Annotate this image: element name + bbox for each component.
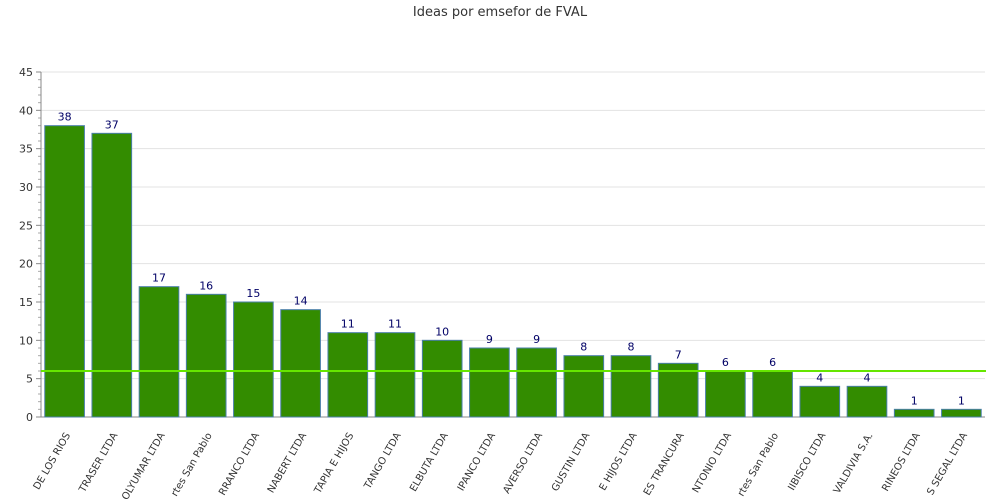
bar xyxy=(610,355,652,418)
x-tick-label: AVERSO LTDA xyxy=(501,431,545,496)
bar xyxy=(846,385,888,418)
x-tick-label: IIBISCO LTDA xyxy=(786,431,828,493)
x-tick-label: NABERT LTDA xyxy=(266,431,309,495)
data-label: 17 xyxy=(152,272,166,285)
x-tick-label: rtes San Pablo xyxy=(736,431,781,498)
x-tick-label: TAPIA E HIJOS xyxy=(312,431,356,497)
x-tick-label: GUSTIN LTDA xyxy=(550,431,593,494)
x-tick-label: S SEGAL LTDA xyxy=(925,431,970,497)
data-label: 11 xyxy=(388,318,402,331)
bar xyxy=(44,125,85,418)
data-label: 9 xyxy=(533,333,540,346)
x-axis-labels: DE LOS RIOS TRASER LTDA OLYUMAR LTDA rtes S… xyxy=(32,431,970,500)
x-tick-label: E HIJOS LTDA xyxy=(598,431,640,493)
bar xyxy=(705,370,746,418)
data-label: 10 xyxy=(435,325,449,338)
y-axis: 0 5 10 15 20 25 30 35 40 45 xyxy=(19,66,985,424)
data-label: 38 xyxy=(58,111,72,124)
bar xyxy=(752,370,793,418)
y-tick-label: 35 xyxy=(19,143,33,156)
y-tick-label: 10 xyxy=(19,334,33,347)
data-label: 15 xyxy=(246,287,260,300)
data-label: 6 xyxy=(769,356,776,369)
data-label: 7 xyxy=(675,348,682,361)
data-label: 16 xyxy=(199,279,213,292)
y-tick-label: 0 xyxy=(26,411,33,424)
bar xyxy=(657,362,699,418)
x-tick-label: ELBUTA LTDA xyxy=(408,431,451,494)
gridlines xyxy=(41,71,985,418)
y-tick-label: 40 xyxy=(19,104,33,117)
x-tick-label: TRASER LTDA xyxy=(77,431,121,495)
data-label: 6 xyxy=(722,356,729,369)
bar xyxy=(893,408,935,418)
bar xyxy=(799,385,841,418)
x-tick-label: TANGO LTDA xyxy=(362,431,404,492)
y-tick-label: 5 xyxy=(26,373,33,386)
data-label: 14 xyxy=(294,295,308,308)
x-tick-label: RRANCO LTDA xyxy=(217,431,262,498)
x-tick-label: OLYUMAR LTDA xyxy=(120,431,168,500)
y-tick-label: 45 xyxy=(19,66,33,79)
bar xyxy=(280,309,321,418)
y-tick-label: 20 xyxy=(19,258,33,271)
x-tick-label: IPANCO LTDA xyxy=(456,431,498,493)
bar xyxy=(233,301,274,418)
y-tick-label: 15 xyxy=(19,296,33,309)
y-tick-label: 25 xyxy=(19,219,33,232)
data-label: 1 xyxy=(958,394,965,407)
bar xyxy=(374,332,416,418)
data-label: 9 xyxy=(486,333,493,346)
y-tick-label: 30 xyxy=(19,181,33,194)
data-label: 8 xyxy=(628,341,635,354)
bar xyxy=(327,332,369,418)
data-label: 11 xyxy=(341,318,355,331)
x-tick-label: NTONIO LTDA xyxy=(691,431,734,495)
data-label: 4 xyxy=(864,371,871,384)
bar xyxy=(138,286,180,418)
x-tick-label: ES TRANCURA xyxy=(642,431,687,498)
data-label: 1 xyxy=(911,394,918,407)
x-tick-label: RINEOS LTDA xyxy=(880,431,922,494)
data-label: 8 xyxy=(580,341,587,354)
x-tick-label: DE LOS RIOS xyxy=(32,431,73,492)
bar xyxy=(185,293,227,418)
bar xyxy=(516,347,557,418)
x-tick-label: VALDIVIA S.A. xyxy=(832,431,876,496)
bar xyxy=(563,355,605,418)
x-tick-label: rtes San Pablo xyxy=(170,431,215,498)
data-label: 4 xyxy=(816,371,823,384)
bar xyxy=(91,132,133,418)
bar xyxy=(469,347,510,418)
chart-title: Ideas por emsefor de FVAL xyxy=(412,5,588,20)
data-label: 37 xyxy=(105,118,119,131)
bar xyxy=(421,339,463,418)
bar xyxy=(941,408,982,418)
